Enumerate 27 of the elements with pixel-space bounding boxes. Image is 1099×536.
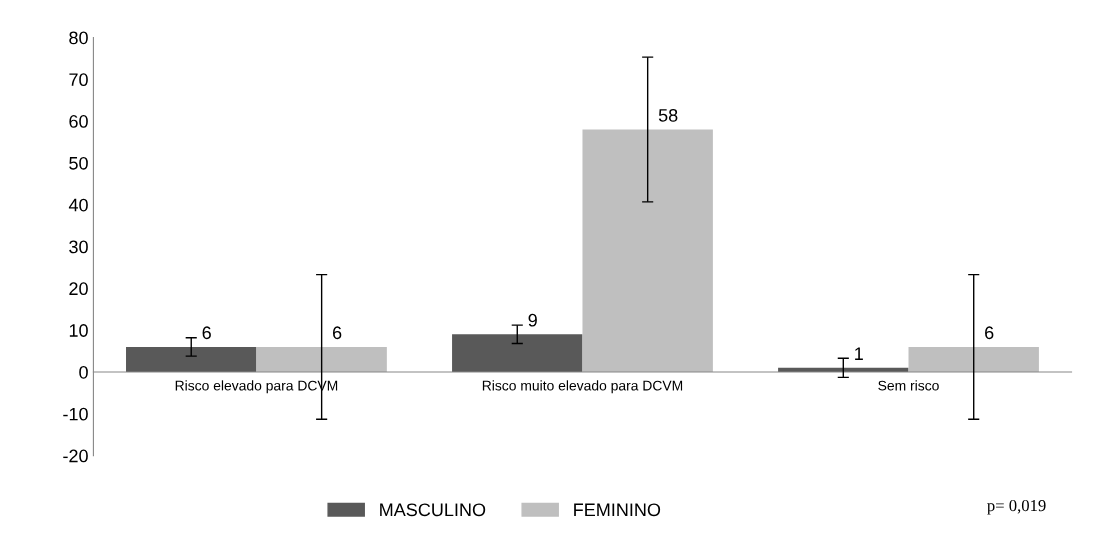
y-tick-label: 40 (68, 198, 88, 212)
data-label: 6 (202, 326, 211, 340)
y-tick-label: -20 (63, 449, 88, 463)
y-tick-label: 80 (69, 31, 88, 45)
y-tick-label: 50 (69, 156, 88, 170)
y-tick-label: 0 (79, 365, 88, 379)
text: p= 0,019 (987, 499, 1046, 515)
data-label: 1 (855, 347, 863, 360)
y-tick-label: -10 (63, 407, 88, 421)
y-tick-label: 20 (69, 282, 88, 296)
y-tick-label: 70 (69, 73, 88, 87)
bar (582, 129, 713, 372)
bar (908, 346, 1039, 372)
x-tick-label: Sem risco (878, 380, 939, 391)
data-label: 9 (528, 313, 537, 327)
data-label: 6 (985, 326, 994, 340)
bar (452, 334, 583, 372)
legend-label: FEMININO (574, 503, 661, 517)
x-tick-label: Risco muito elevado para DCVM (482, 380, 683, 394)
data-label: 58 (658, 108, 678, 122)
y-tick-label: 60 (69, 115, 88, 128)
bar (126, 346, 257, 372)
legend-label: MASCULINO (380, 503, 486, 517)
y-tick-label: 30 (69, 240, 88, 254)
bar (256, 346, 387, 372)
y-tick-label: 10 (69, 324, 88, 337)
data-label: 6 (332, 326, 342, 340)
